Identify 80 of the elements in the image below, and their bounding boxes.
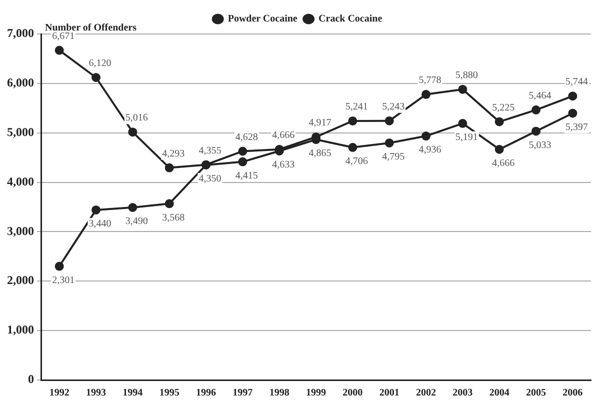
data-label: 5,744: [565, 76, 588, 88]
x-tick-label: 2005: [526, 388, 546, 399]
point: [494, 144, 504, 154]
point: [348, 116, 358, 126]
point: [568, 108, 578, 118]
x-tick-label: 1994: [122, 388, 143, 399]
point: [422, 132, 430, 141]
legend-label: Crack Cocaine: [318, 14, 383, 25]
y-tick-label: 6,000: [7, 76, 34, 90]
x-tick-label: 1997: [232, 388, 253, 399]
data-label: 4,795: [382, 152, 405, 163]
point: [532, 126, 540, 136]
data-label: 5,033: [528, 140, 552, 151]
y-tick-label: 4,000: [7, 174, 34, 188]
data-label: 4,917: [308, 118, 332, 129]
point: [348, 142, 358, 152]
point: [568, 92, 578, 101]
data-label: 4,633: [272, 160, 295, 171]
data-label: 4,936: [418, 144, 442, 156]
point: [238, 157, 248, 166]
data-label: 5,397: [565, 122, 588, 133]
point: [384, 138, 394, 148]
data-label: 4,415: [235, 170, 258, 182]
data-label: 5,243: [382, 101, 405, 112]
point: [54, 46, 64, 55]
y-tick-label: 7,000: [7, 26, 34, 40]
y-tick-label: 5,000: [7, 124, 34, 139]
x-tick-label: 1993: [86, 388, 106, 399]
data-label: 4,355: [198, 145, 222, 156]
data-label: 5,191: [455, 132, 478, 144]
data-label: 5,225: [492, 102, 515, 114]
data-label: 4,666: [492, 158, 515, 169]
data-label: 3,490: [125, 216, 148, 228]
data-label: 4,350: [198, 174, 222, 185]
y-tick-label: 3,000: [7, 224, 34, 238]
point: [164, 163, 174, 172]
point: [128, 128, 138, 137]
data-label: 5,241: [345, 102, 368, 113]
x-tick-label: 2002: [416, 388, 436, 399]
data-label: 4,666: [272, 130, 295, 141]
data-label: 5,464: [528, 90, 552, 102]
x-tick-label: 1992: [49, 388, 70, 399]
y-tick-label: 1,000: [7, 322, 34, 337]
data-label: 4,293: [162, 148, 185, 160]
point: [532, 105, 540, 114]
x-tick-label: 1995: [159, 388, 180, 399]
data-label: 5,016: [125, 112, 148, 124]
y-tick-label: 2,000: [7, 273, 34, 288]
point: [54, 262, 64, 271]
data-label: 2,301: [52, 274, 75, 286]
point: [494, 117, 504, 126]
data-label: 6,120: [88, 58, 112, 70]
data-label: 6,671: [52, 30, 75, 42]
x-tick-label: 2004: [489, 388, 510, 399]
point: [128, 202, 138, 212]
data-label: 4,865: [308, 148, 332, 160]
x-tick-label: 2003: [452, 388, 473, 399]
x-tick-label: 2000: [342, 388, 363, 399]
y-tick-label: 0: [28, 372, 34, 386]
x-tick-label: 1998: [269, 388, 290, 399]
legend-label: Powder Cocaine: [228, 14, 298, 25]
x-tick-label: 1999: [306, 388, 326, 399]
data-label: 5,880: [455, 70, 478, 81]
point: [238, 146, 248, 156]
data-label: 4,706: [345, 156, 368, 168]
point: [458, 84, 468, 94]
data-label: 5,778: [418, 75, 442, 86]
point: [422, 90, 430, 99]
data-label: 4,628: [235, 132, 258, 143]
x-tick-label: 2001: [379, 388, 400, 399]
x-tick-label: 1996: [196, 388, 216, 399]
x-tick-label: 2006: [562, 388, 583, 399]
point: [202, 160, 210, 170]
point: [92, 72, 100, 82]
point: [458, 118, 468, 128]
point: [384, 116, 394, 126]
data-label: 3,440: [88, 218, 112, 230]
data-label: 3,568: [162, 212, 185, 224]
point: [92, 205, 100, 214]
point: [164, 199, 174, 208]
